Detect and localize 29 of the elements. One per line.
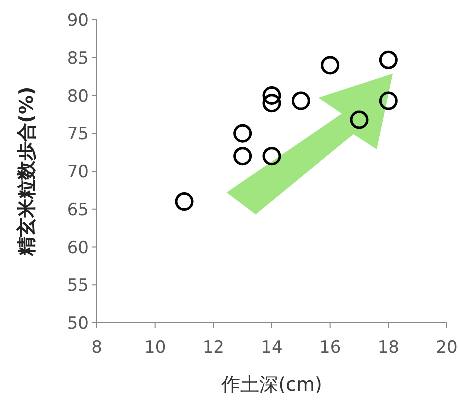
x-tick-label: 20 (436, 338, 458, 358)
x-tick-label: 12 (202, 338, 224, 358)
point (379, 50, 398, 70)
point (321, 56, 340, 75)
point (379, 92, 398, 110)
point (234, 124, 252, 143)
point (292, 92, 310, 110)
y-axis-title: 精玄米粒数歩合(%) (16, 86, 38, 258)
y-tick-label: 70 (67, 162, 89, 182)
y-tick-label: 80 (67, 86, 89, 107)
y-tick-label: 85 (67, 48, 89, 69)
point (350, 110, 369, 130)
y-tick-label: 65 (67, 200, 89, 220)
point (175, 192, 194, 212)
x-axis-title: 作土深(cm) (220, 374, 322, 396)
y-tick-label: 60 (67, 238, 89, 258)
point (262, 94, 282, 113)
x-tick-label: 16 (320, 338, 342, 358)
x-tick-label: 10 (144, 338, 166, 358)
x-tick-label: 18 (378, 338, 400, 358)
y-tick-label: 55 (67, 276, 89, 296)
point (262, 147, 282, 166)
x-tick-label: 14 (261, 338, 283, 358)
y-tick-label: 50 (67, 314, 89, 334)
y-tick-label: 75 (67, 124, 89, 145)
y-tick-label: 90 (67, 11, 89, 31)
point (234, 147, 252, 166)
point (262, 86, 282, 105)
x-tick-label: 8 (92, 338, 102, 358)
